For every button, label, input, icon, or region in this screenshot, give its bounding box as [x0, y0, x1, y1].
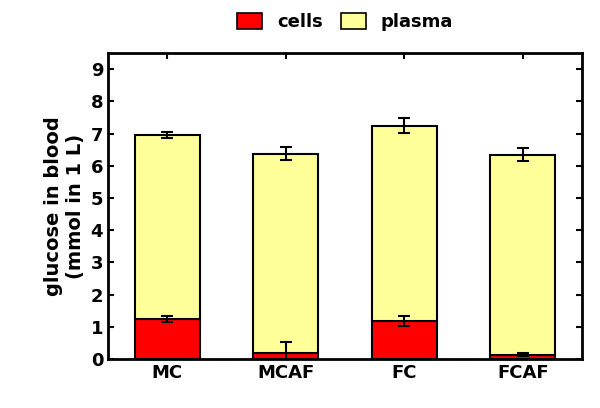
Bar: [490, 155, 556, 355]
Y-axis label: glucose in blood
(mmol in 1 L): glucose in blood (mmol in 1 L): [44, 116, 85, 296]
Bar: [134, 135, 200, 319]
Bar: [490, 355, 556, 359]
Bar: [253, 153, 319, 353]
Legend: cells, plasma: cells, plasma: [237, 13, 453, 31]
Bar: [134, 319, 200, 359]
Bar: [371, 126, 437, 321]
Bar: [253, 353, 319, 359]
Bar: [371, 321, 437, 359]
